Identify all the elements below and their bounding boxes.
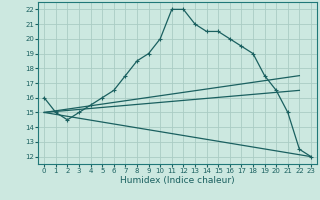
X-axis label: Humidex (Indice chaleur): Humidex (Indice chaleur) — [120, 176, 235, 185]
